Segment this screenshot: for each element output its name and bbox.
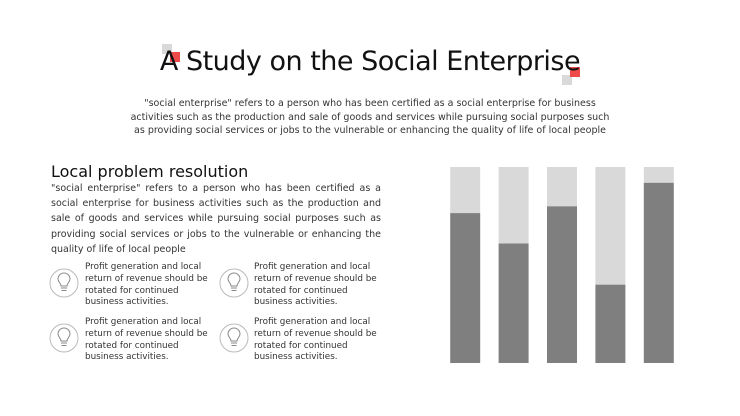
bulb-icon — [49, 323, 79, 353]
bulb-icon — [219, 323, 249, 353]
bar-segment — [547, 167, 577, 207]
item-text: Profit generation and local return of re… — [85, 317, 208, 363]
bar-segment — [595, 284, 626, 363]
bar-segment — [450, 167, 481, 214]
bar-segment — [643, 167, 674, 183]
section-heading: Local problem resolution — [51, 162, 249, 181]
bar-segment — [547, 206, 577, 363]
bar-segment — [450, 213, 481, 363]
subtitle: "social enterprise" refers to a person w… — [130, 98, 610, 136]
square — [570, 67, 580, 77]
bar-segment — [595, 167, 626, 285]
chart — [450, 167, 674, 363]
square — [562, 75, 572, 85]
bar-segment — [498, 243, 529, 363]
item-text: Profit generation and local return of re… — [85, 262, 208, 308]
title: A Study on the Social Enterprise — [159, 46, 581, 77]
bar-segment — [643, 182, 674, 363]
bulb-icon — [49, 268, 79, 298]
section-body: "social enterprise" refers to a person w… — [51, 183, 381, 255]
square — [162, 44, 172, 54]
bar-segment — [498, 167, 529, 244]
icons — [49, 268, 249, 353]
item-text: Profit generation and local return of re… — [254, 317, 377, 363]
square — [170, 52, 180, 62]
item-text: Profit generation and local return of re… — [254, 262, 377, 308]
bulb-icon — [219, 268, 249, 298]
